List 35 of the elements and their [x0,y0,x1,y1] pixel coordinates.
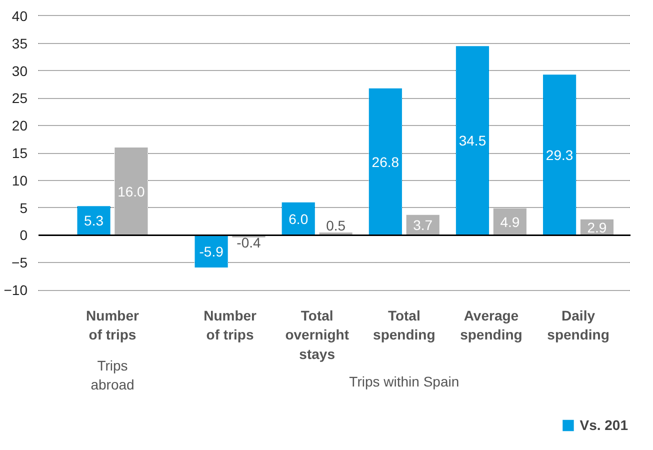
data-label: 34.5 [458,132,486,149]
bar [456,46,490,236]
bar [368,88,402,236]
x-tick-label: Total overnight stays [285,308,350,362]
y-tick-label: 30 [12,62,28,79]
y-tick-label: −5 [12,254,28,271]
data-label: 29.3 [546,146,574,163]
x-tick-label: Number of trips [86,308,140,343]
data-label: 26.8 [372,154,400,170]
data-label: 4.9 [500,214,520,230]
y-tick-label: 20 [12,118,28,134]
y-tick-label: 15 [12,145,28,161]
y-tick-label: 40 [12,8,28,24]
data-label: 0.5 [326,217,346,234]
y-tick-label: 10 [12,172,28,188]
x-tick-label: Total spending [373,308,436,343]
y-tick-label: 0 [20,227,28,244]
data-label: 2.9 [587,219,607,236]
data-label: 16.0 [118,183,146,200]
bar [543,74,576,236]
x-tick-label: Number of trips [204,308,258,343]
x-tick-label: Average spending [460,308,522,343]
data-label: 5.3 [84,212,104,229]
data-label: 3.7 [413,217,433,234]
y-tick-label: −10 [4,282,28,298]
data-label: -5.9 [199,243,224,260]
data-label: 6.0 [288,210,308,227]
y-tick-label: 25 [12,90,28,106]
legend-label: Vs. 201 [580,417,628,433]
x-tick-label: Daily spending [547,308,610,343]
data-label: -0.4 [236,234,262,250]
y-tick-label: 35 [12,35,28,52]
y-tick-label: 5 [20,200,28,216]
text: Trips within Spain [349,374,460,390]
text: Trips abroad [90,358,134,393]
